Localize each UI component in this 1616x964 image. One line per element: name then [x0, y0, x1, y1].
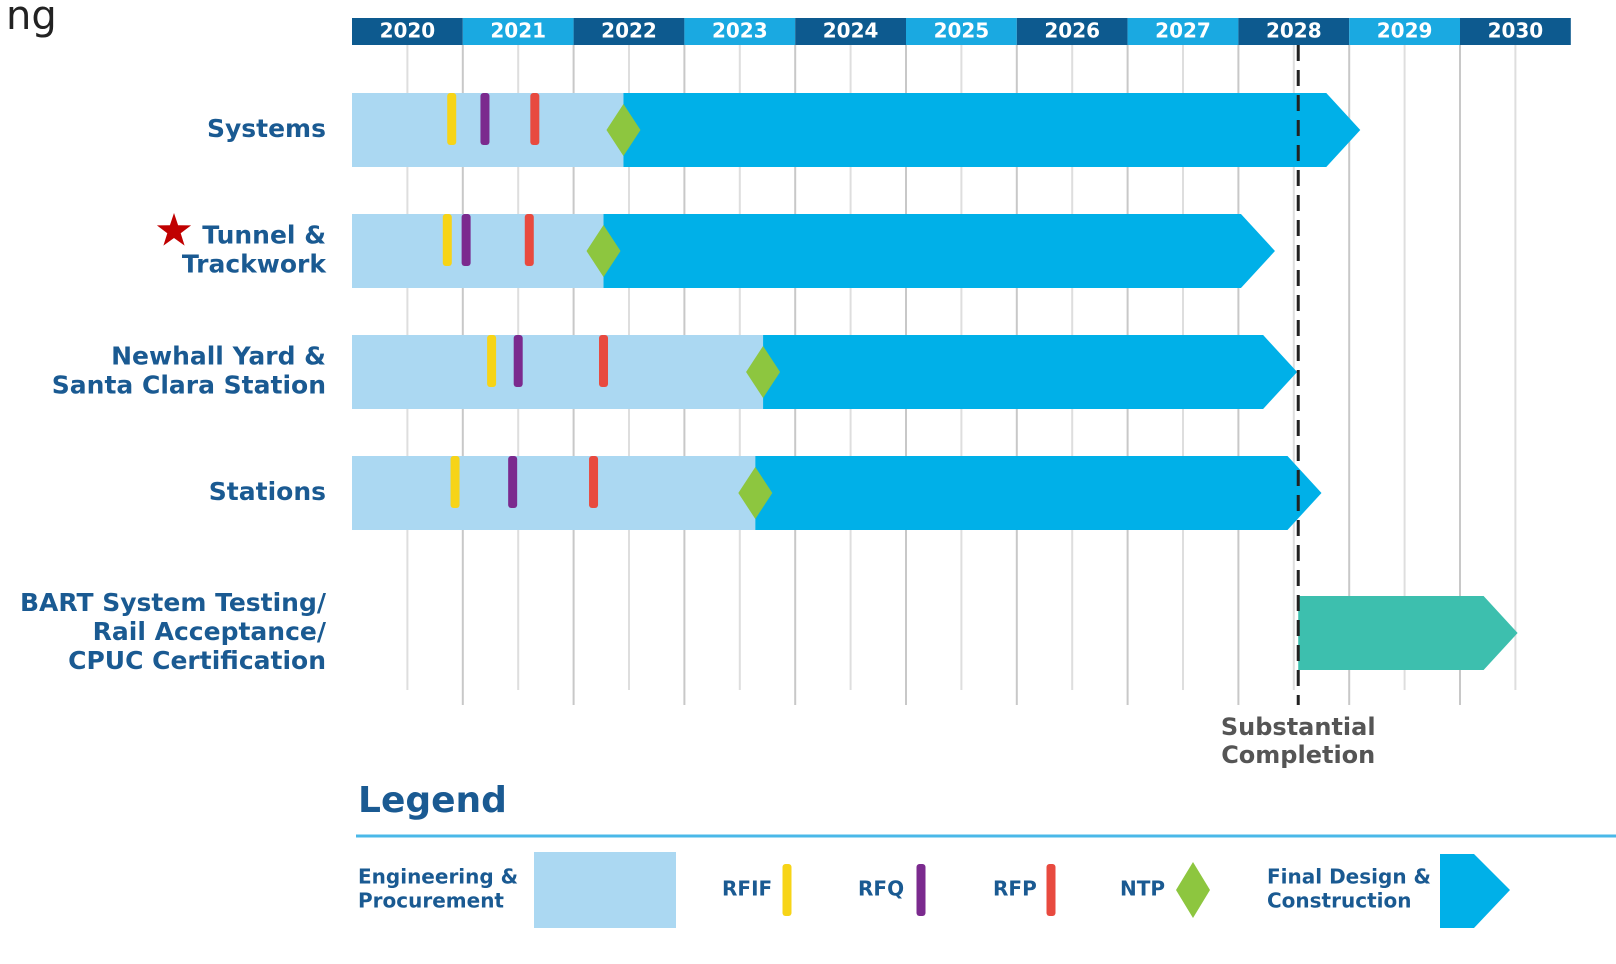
rfp-marker	[599, 335, 609, 387]
legend-swatch	[916, 864, 926, 916]
x-tick-label: 2028	[1266, 19, 1322, 43]
ntp-marker	[606, 104, 641, 156]
legend-label: Final Design &	[1267, 865, 1431, 889]
completion-label: Substantial	[1221, 713, 1376, 741]
row-label: Trackwork	[182, 250, 328, 279]
star-icon	[156, 213, 192, 246]
header-cell	[684, 18, 796, 45]
row-label: BART System Testing/	[20, 588, 327, 617]
testing-bar	[1298, 596, 1518, 670]
rfp-marker	[524, 214, 534, 266]
construction-bar	[623, 93, 1361, 167]
row-label: Santa Clara Station	[52, 371, 326, 400]
row-label: Rail Acceptance/	[93, 617, 327, 646]
header-cell	[1127, 18, 1239, 45]
rfq-marker	[513, 335, 523, 387]
x-tick-label: 2026	[1044, 19, 1100, 43]
rfq-marker	[480, 93, 490, 145]
row-label: Systems	[207, 114, 326, 143]
legend-label: Construction	[1267, 889, 1411, 913]
rfif-marker	[450, 456, 460, 508]
x-tick-label: 2025	[934, 19, 990, 43]
header-cell	[795, 18, 906, 45]
construction-bar	[755, 456, 1322, 530]
x-tick-label: 2030	[1488, 19, 1544, 43]
corner-text: ng	[6, 0, 57, 39]
legend-label: NTP	[1120, 877, 1165, 901]
ntp-marker	[746, 346, 781, 398]
x-tick-label: 2027	[1155, 19, 1211, 43]
rfq-marker	[508, 456, 518, 508]
header-cell	[1349, 18, 1460, 45]
rfp-marker	[530, 93, 540, 145]
header-cell	[573, 18, 685, 45]
header-cell	[352, 18, 463, 45]
row-label: Tunnel &	[202, 221, 326, 250]
x-tick-label: 2020	[380, 19, 436, 43]
engineering-bar	[352, 456, 756, 530]
row-label: Newhall Yard &	[111, 342, 326, 371]
legend-label: RFQ	[858, 877, 904, 901]
header-cell	[462, 18, 574, 45]
rfp-marker	[589, 456, 599, 508]
legend-label: Engineering &	[358, 865, 518, 889]
legend-swatch	[1440, 854, 1510, 928]
x-tick-label: 2022	[601, 19, 657, 43]
x-tick-label: 2021	[490, 19, 546, 43]
legend-swatch	[534, 852, 676, 928]
rfif-marker	[447, 93, 457, 145]
x-tick-label: 2029	[1377, 19, 1433, 43]
legend-swatch	[1046, 864, 1056, 916]
rfq-marker	[461, 214, 471, 266]
legend-label: RFIF	[722, 877, 772, 901]
header-cell	[1238, 18, 1350, 45]
engineering-bar	[352, 335, 764, 409]
ntp-marker	[586, 225, 621, 277]
header-cell	[906, 18, 1017, 45]
rfif-marker	[442, 214, 452, 266]
construction-bar	[603, 214, 1275, 288]
legend-label: Procurement	[358, 889, 504, 913]
x-tick-label: 2024	[823, 19, 879, 43]
engineering-bar	[352, 214, 604, 288]
legend-swatch	[1176, 862, 1210, 918]
completion-label: Completion	[1221, 741, 1375, 769]
x-tick-label: 2023	[712, 19, 768, 43]
ntp-marker	[738, 467, 773, 519]
header-cell	[1016, 18, 1128, 45]
row-label: CPUC Certification	[68, 646, 326, 675]
legend-swatch	[782, 864, 792, 916]
header-cell	[1460, 18, 1571, 45]
legend-label: RFP	[993, 877, 1037, 901]
construction-bar	[763, 335, 1298, 409]
row-label: Stations	[209, 477, 326, 506]
legend-title: Legend	[358, 780, 507, 821]
rfif-marker	[487, 335, 497, 387]
